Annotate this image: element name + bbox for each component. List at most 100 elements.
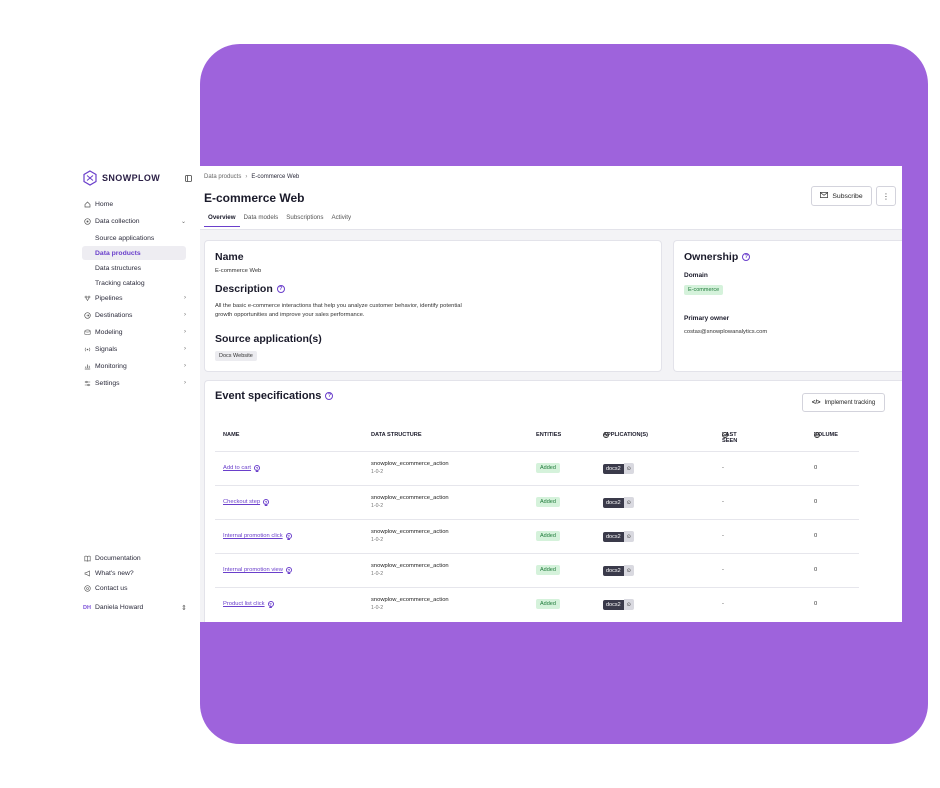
application-chip[interactable]: docs2 ⊙ — [603, 599, 634, 610]
chevron-right-icon: › — [184, 295, 186, 301]
tab-overview[interactable]: Overview — [204, 214, 240, 227]
table-row[interactable]: Internal promotion view? snowplow_ecomme… — [215, 553, 859, 587]
sidebar-item-whats-new[interactable]: What's new? — [82, 566, 186, 581]
snowplow-logo[interactable]: SNOWPLOW — [82, 170, 160, 186]
info-circle-icon: ⊙ — [623, 531, 634, 542]
help-circle-icon[interactable]: ? — [603, 432, 609, 438]
ownership-heading: Ownership ? — [684, 251, 751, 263]
more-options-button[interactable]: ⋮ — [876, 186, 896, 206]
sidebar-item-label: Modeling — [95, 329, 123, 336]
volume-cell: 0 — [814, 465, 818, 471]
monitoring-icon — [83, 363, 91, 371]
sidebar-item-label: Signals — [95, 346, 118, 353]
tab-bar: Overview Data models Subscriptions Activ… — [204, 214, 355, 227]
implement-tracking-button[interactable]: </> Implement tracking — [802, 393, 885, 412]
ownership-card: Ownership ? Domain E-commerce Primary ow… — [673, 240, 902, 372]
event-name-link[interactable]: Product list click? — [223, 601, 274, 607]
code-icon: </> — [811, 399, 821, 406]
sidebar-item-modeling[interactable]: Modeling › — [82, 325, 186, 340]
event-name-link[interactable]: Add to cart? — [223, 465, 261, 471]
snowplow-logo-icon — [83, 170, 97, 186]
source-app-tag: Docs Website — [215, 351, 257, 361]
help-circle-icon[interactable]: ? — [285, 533, 292, 539]
volume-cell: 0 — [814, 499, 818, 505]
info-circle-icon: ⊙ — [623, 599, 634, 610]
last-seen-cell: - — [722, 533, 724, 539]
table-row[interactable]: Checkout step? snowplow_ecommerce_action… — [215, 485, 859, 519]
help-circle-icon[interactable]: ? — [722, 432, 728, 438]
description-heading: Description ? — [215, 283, 285, 295]
application-chip[interactable]: docs2 ⊙ — [603, 531, 634, 542]
table-row[interactable]: Product list click? snowplow_ecommerce_a… — [215, 587, 859, 621]
sidebar-item-label: Documentation — [95, 555, 141, 562]
help-circle-icon[interactable]: ? — [276, 285, 285, 293]
sidebar-item-signals[interactable]: Signals › — [82, 342, 186, 357]
col-data-structure: DATA STRUCTURE — [371, 432, 422, 438]
event-name-link[interactable]: Internal promotion view? — [223, 567, 292, 573]
help-circle-icon[interactable]: ? — [814, 432, 820, 438]
product-info-card: Name E-commerce Web Description ? All th… — [204, 240, 662, 372]
help-circle-icon[interactable]: ? — [325, 392, 334, 400]
sidebar-item-label: Pipelines — [95, 295, 123, 302]
breadcrumb-data-products[interactable]: Data products — [204, 174, 242, 180]
domain-badge: E-commerce — [684, 285, 724, 295]
help-circle-icon[interactable]: ? — [267, 601, 274, 607]
page-header: Data products › E-commerce Web E-commerc… — [200, 166, 902, 230]
help-circle-icon[interactable]: ? — [254, 465, 261, 471]
sidebar-subitem-data-structures[interactable]: Data structures — [95, 264, 142, 272]
volume-cell: 0 — [814, 533, 818, 539]
entities-badge: Added — [536, 599, 560, 609]
user-name: Daniela Howard — [94, 604, 144, 611]
application-chip[interactable]: docs2 ⊙ — [603, 463, 634, 474]
subscribe-label: Subscribe — [832, 192, 863, 200]
tab-subscriptions[interactable]: Subscriptions — [286, 214, 324, 221]
last-seen-cell: - — [722, 465, 724, 471]
tab-activity[interactable]: Activity — [331, 214, 352, 221]
breadcrumb: Data products › E-commerce Web — [204, 174, 299, 180]
sidebar-subitem-data-products[interactable]: Data products — [82, 246, 186, 260]
book-icon — [83, 555, 91, 563]
chat-icon — [83, 585, 91, 593]
sidebar-item-label: Monitoring — [95, 363, 127, 370]
data-collection-icon — [83, 218, 91, 226]
sidebar-subitem-source-applications[interactable]: Source applications — [95, 234, 155, 242]
tab-data-models[interactable]: Data models — [243, 214, 279, 221]
event-name-link[interactable]: Internal promotion click? — [223, 533, 292, 539]
chevron-right-icon: › — [184, 329, 186, 335]
user-menu[interactable]: DH Daniela Howard ⇕ — [83, 604, 187, 612]
sidebar-item-pipelines[interactable]: Pipelines › — [82, 291, 186, 306]
application-chip[interactable]: docs2 ⊙ — [603, 565, 634, 576]
col-entities: ENTITIES — [536, 432, 562, 438]
sidebar-item-settings[interactable]: Settings › — [82, 376, 186, 391]
table-row[interactable]: Internal promotion click? snowplow_ecomm… — [215, 519, 859, 553]
last-seen-cell: - — [722, 499, 724, 505]
chevron-right-icon: › — [184, 380, 186, 386]
sidebar-item-monitoring[interactable]: Monitoring › — [82, 359, 186, 374]
info-circle-icon: ⊙ — [623, 565, 634, 576]
help-circle-icon[interactable]: ? — [263, 499, 270, 505]
subscribe-button[interactable]: Subscribe — [811, 186, 872, 206]
data-structure-cell: snowplow_ecommerce_action 1-0-2 — [371, 563, 449, 577]
sidebar-collapse-icon[interactable] — [185, 175, 192, 184]
sidebar-item-documentation[interactable]: Documentation — [82, 551, 186, 566]
sidebar-item-contact-us[interactable]: Contact us — [82, 581, 186, 596]
info-circle-icon: ⊙ — [623, 497, 634, 508]
last-seen-cell: - — [722, 567, 724, 573]
event-name-link[interactable]: Checkout step? — [223, 499, 270, 505]
help-circle-icon[interactable]: ? — [742, 253, 751, 261]
sidebar-item-destinations[interactable]: Destinations › — [82, 308, 186, 323]
domain-label: Domain — [684, 272, 708, 279]
signals-icon — [83, 346, 91, 354]
last-seen-cell: - — [722, 601, 724, 607]
sidebar-item-data-collection[interactable]: Data collection ⌄ — [82, 214, 186, 229]
chevron-right-icon: › — [184, 363, 186, 369]
application-chip[interactable]: docs2 ⊙ — [603, 497, 634, 508]
implement-tracking-label: Implement tracking — [824, 399, 876, 406]
sidebar-item-home[interactable]: Home — [82, 197, 186, 212]
data-structure-cell: snowplow_ecommerce_action 1-0-2 — [371, 529, 449, 543]
table-row[interactable]: Add to cart? snowplow_ecommerce_action 1-… — [215, 451, 859, 485]
chevron-down-icon: ⌄ — [180, 219, 186, 225]
help-circle-icon[interactable]: ? — [285, 567, 292, 573]
sidebar-subitem-tracking-catalog[interactable]: Tracking catalog — [95, 279, 145, 287]
chevron-right-icon: › — [184, 346, 186, 352]
